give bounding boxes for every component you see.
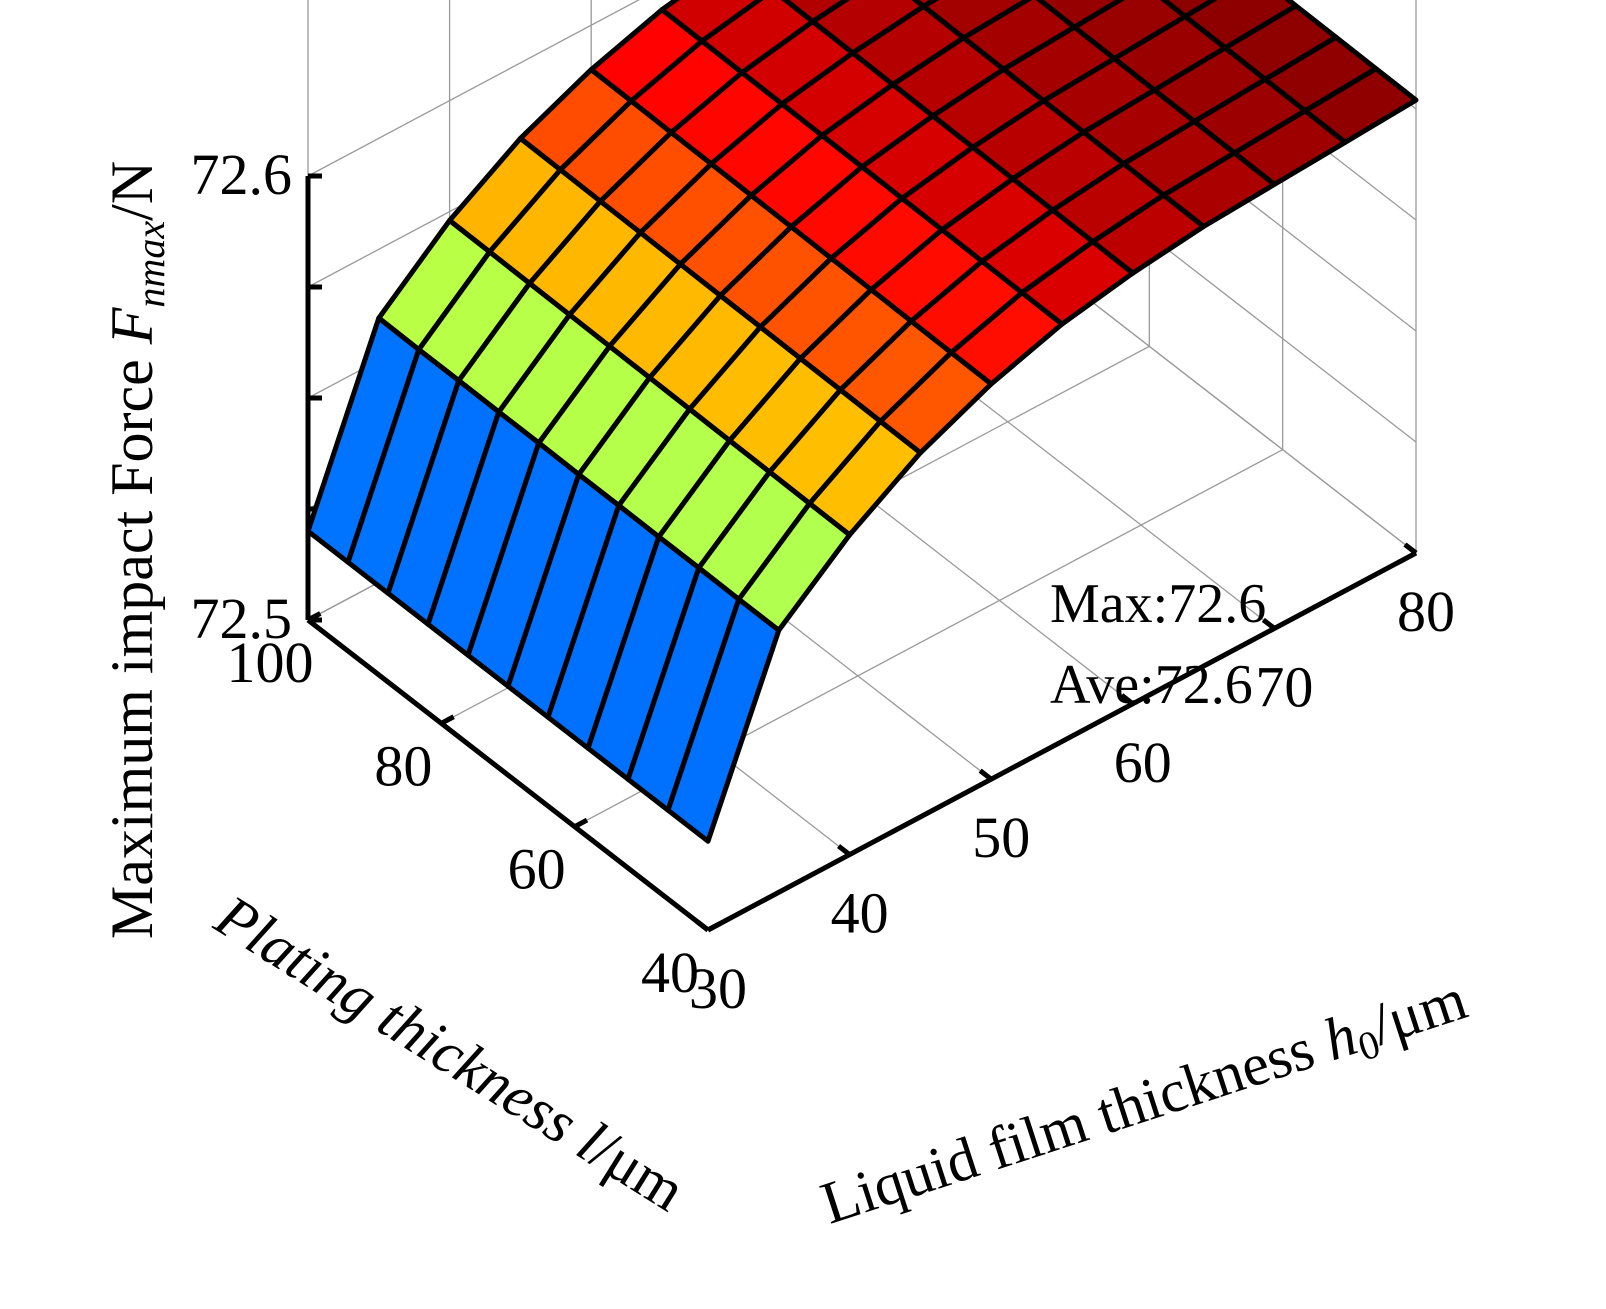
y-tick-label-1: 40 [831, 881, 889, 946]
x-tick-label-0: 40 [641, 940, 699, 1005]
y-tick-label-4: 70 [1255, 654, 1313, 719]
y-tick-3 [1120, 693, 1135, 706]
annotation-max: Max:72.6 [1050, 573, 1266, 635]
y-tick-2 [978, 768, 993, 782]
y-tick-0 [695, 919, 710, 932]
z-axis-title: Maximum impact Force Fnmax/N [99, 161, 173, 939]
x-axis-line [306, 618, 710, 932]
surface-cell-r9-c4 [1160, 0, 1218, 19]
y-tick-label-0: 30 [689, 956, 747, 1021]
surface-layer [305, 0, 1419, 844]
x-tick-label-1: 60 [508, 837, 566, 902]
z-tick-label-1: 72.6 [191, 142, 293, 207]
y-tick-4 [1261, 617, 1276, 631]
y-axis-line [706, 550, 1418, 933]
x-tick-1 [573, 817, 589, 829]
x-axis-title: Plating thickness l/μm [204, 882, 697, 1224]
y-axis-title: Liquid film thickness h0/μm [813, 965, 1476, 1242]
grid-line-wall-xmax-z-4 [307, 0, 640, 177]
y-tick-1 [837, 844, 852, 857]
surface-cell-r0-c0 [665, 596, 782, 844]
annotation-ave: Ave:72.6 [1050, 654, 1253, 716]
y-tick-label-2: 50 [972, 805, 1030, 870]
x-tick-label-2: 80 [374, 733, 432, 798]
y-tick-5 [1403, 542, 1418, 555]
x-tick-0 [706, 921, 722, 933]
x-tick-2 [440, 714, 455, 726]
y-tick-label-3: 60 [1114, 730, 1172, 795]
z-tick-label-0: 72.5 [191, 586, 293, 651]
x-tick-label-3: 100 [227, 630, 314, 695]
y-tick-label-5: 80 [1397, 579, 1455, 644]
